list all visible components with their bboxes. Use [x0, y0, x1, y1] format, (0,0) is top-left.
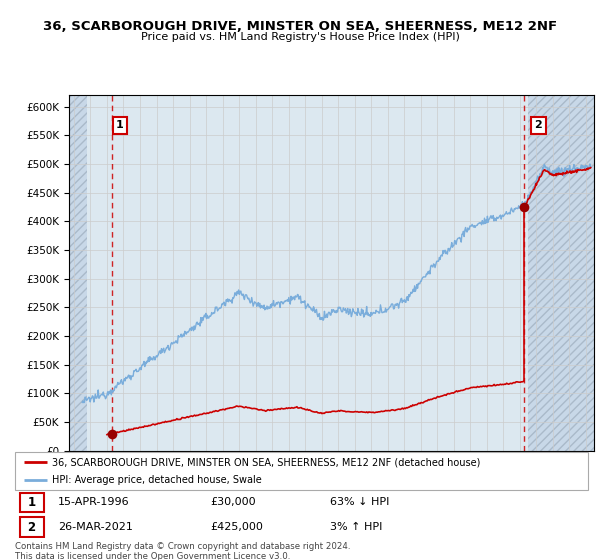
Text: 1: 1 [116, 120, 124, 130]
Bar [20, 517, 44, 536]
Text: HPI: Average price, detached house, Swale: HPI: Average price, detached house, Swal… [52, 475, 262, 485]
Text: 36, SCARBOROUGH DRIVE, MINSTER ON SEA, SHEERNESS, ME12 2NF (detached house): 36, SCARBOROUGH DRIVE, MINSTER ON SEA, S… [52, 457, 481, 467]
Text: 1: 1 [28, 496, 35, 508]
Text: 2: 2 [28, 521, 35, 534]
Text: 15-APR-1996: 15-APR-1996 [58, 497, 130, 507]
Text: 36, SCARBOROUGH DRIVE, MINSTER ON SEA, SHEERNESS, ME12 2NF: 36, SCARBOROUGH DRIVE, MINSTER ON SEA, S… [43, 20, 557, 32]
Text: Price paid vs. HM Land Registry's House Price Index (HPI): Price paid vs. HM Land Registry's House … [140, 32, 460, 43]
Text: Contains HM Land Registry data © Crown copyright and database right 2024.
This d: Contains HM Land Registry data © Crown c… [15, 542, 350, 560]
Text: £30,000: £30,000 [210, 497, 256, 507]
Text: £425,000: £425,000 [210, 522, 263, 532]
Text: 26-MAR-2021: 26-MAR-2021 [58, 522, 133, 532]
Bar [20, 493, 44, 512]
Text: 3% ↑ HPI: 3% ↑ HPI [330, 522, 383, 532]
Text: 2: 2 [535, 120, 542, 130]
Text: 63% ↓ HPI: 63% ↓ HPI [330, 497, 389, 507]
